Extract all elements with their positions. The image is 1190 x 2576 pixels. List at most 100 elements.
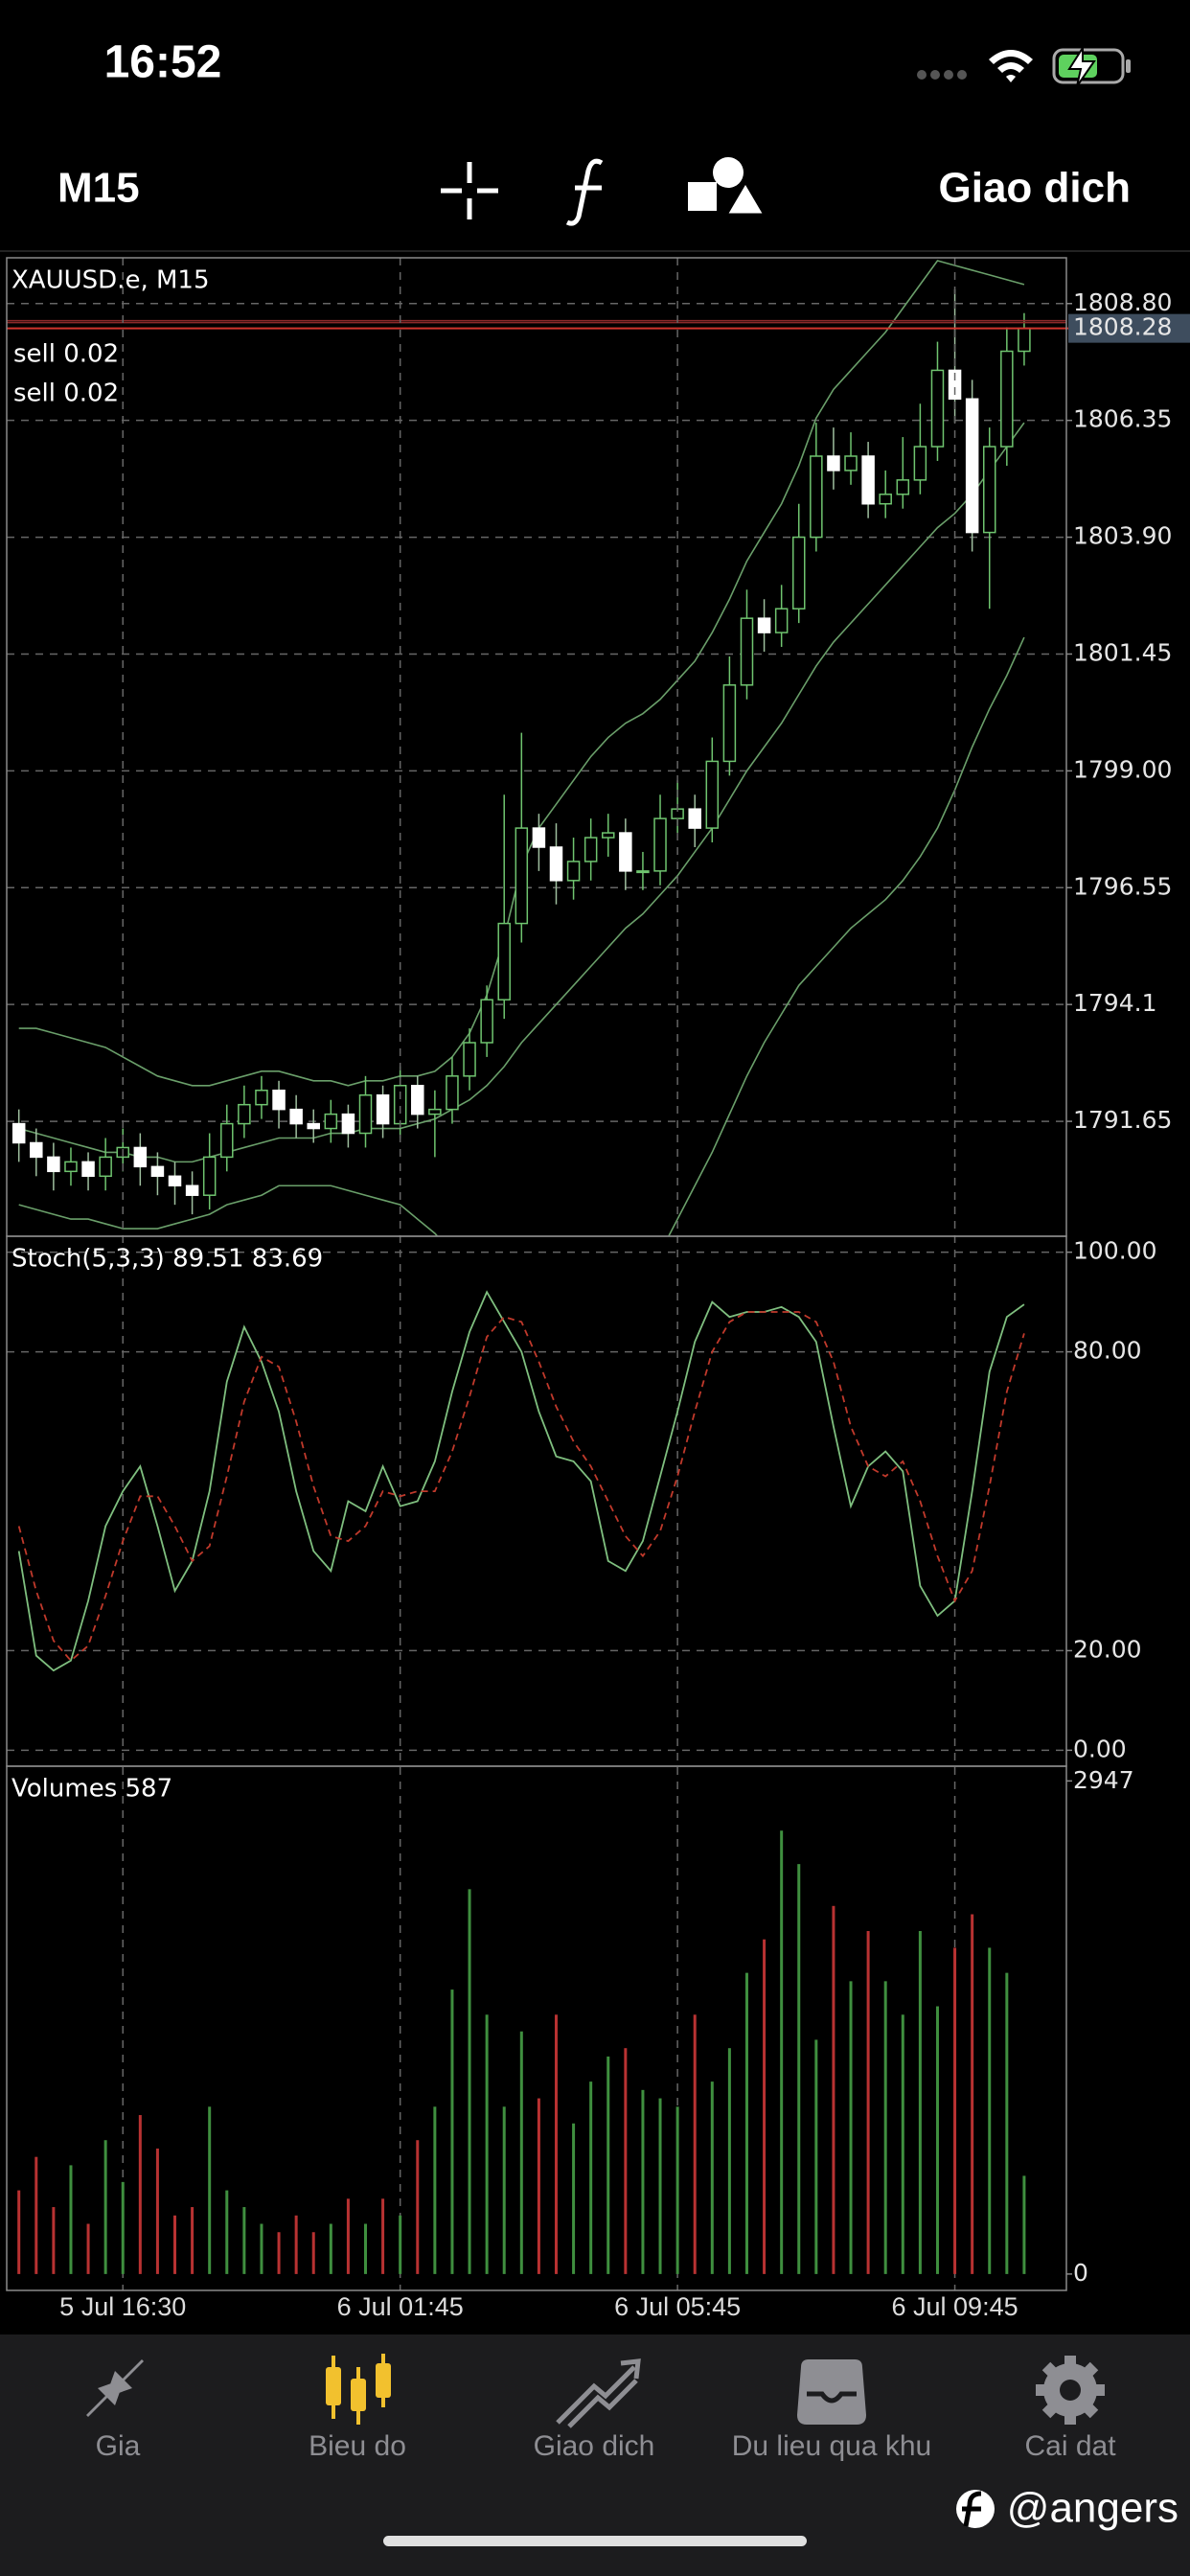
volume-bar <box>173 2215 177 2274</box>
candle-body <box>619 832 632 872</box>
volume-bar <box>814 2039 818 2274</box>
y-tick-label: 0 <box>1073 2259 1088 2287</box>
stoch-line <box>17 1311 1025 1663</box>
candle-body <box>11 1122 26 1144</box>
volume-bar <box>34 2156 38 2274</box>
watermark: @angers <box>1007 2485 1179 2532</box>
stoch-line <box>17 1290 1025 1672</box>
volume-bar <box>606 2056 610 2274</box>
volume-bar <box>780 1830 784 2274</box>
volume-bar <box>675 2106 679 2274</box>
volume-bar <box>502 2106 506 2274</box>
home-indicator <box>383 2536 807 2546</box>
candle-body <box>705 760 720 829</box>
tab-icon <box>1036 2356 1105 2425</box>
candle-body <box>220 1122 234 1159</box>
volume-bar <box>849 1981 853 2274</box>
volume-bar <box>450 1990 454 2274</box>
tab-label[interactable]: Giao dich <box>534 2430 655 2462</box>
volume-bar <box>727 2048 731 2274</box>
tab-label[interactable]: Du lieu qua khu <box>732 2430 931 2462</box>
candle-body <box>341 1113 355 1135</box>
volume-bar <box>52 2207 56 2274</box>
volume-bar <box>191 2207 195 2274</box>
candle-body <box>930 369 945 448</box>
volume-bar <box>277 2232 281 2274</box>
candle-body <box>896 479 910 495</box>
battery-icon <box>1052 44 1131 87</box>
candle-body <box>827 455 840 472</box>
candle-body <box>238 1103 251 1125</box>
candle-body <box>307 1122 320 1130</box>
volume-bar <box>69 2165 73 2274</box>
volume-bar <box>399 2215 402 2274</box>
timeframe-button[interactable]: M15 <box>57 165 140 212</box>
volume-bar <box>744 1972 748 2274</box>
signal-dots <box>917 70 967 80</box>
volume-bar <box>971 1914 974 2274</box>
candle-body <box>965 398 979 534</box>
candle-body <box>653 817 667 872</box>
volume-bar <box>519 2031 523 2274</box>
volume-bar <box>710 2082 714 2274</box>
crosshair-button[interactable] <box>441 162 498 219</box>
x-tick-label: 6 Jul 09:45 <box>892 2292 1018 2321</box>
volume-bar <box>537 2098 540 2274</box>
indicator-button[interactable] <box>565 158 604 226</box>
plot-area <box>7 260 1066 1236</box>
tab-label[interactable]: Bieu do <box>309 2430 406 2462</box>
candle-body <box>64 1161 78 1173</box>
y-tick-label: 1808.80 <box>1073 288 1172 316</box>
volume-bar <box>883 1981 887 2274</box>
candle-body <box>272 1089 286 1111</box>
candle-body <box>913 446 927 481</box>
tab-label[interactable]: Cai dat <box>1024 2430 1116 2462</box>
candle-body <box>324 1113 338 1130</box>
volume-bar <box>103 2140 107 2274</box>
candle-body <box>982 446 996 534</box>
y-tick-label: 1803.90 <box>1073 522 1172 550</box>
candle-body <box>810 455 823 539</box>
tab-label[interactable]: Gia <box>96 2430 141 2462</box>
candle-body <box>566 861 581 882</box>
candle-body <box>133 1146 148 1168</box>
candle-body <box>376 1093 390 1125</box>
volume-bar <box>433 2106 437 2274</box>
candle-body <box>532 827 546 848</box>
objects-button[interactable] <box>688 157 767 217</box>
trade-button[interactable]: Giao dich <box>939 165 1131 212</box>
candle-body <box>480 999 493 1044</box>
candle-body <box>948 369 962 401</box>
x-tick-label: 5 Jul 16:30 <box>59 2292 186 2321</box>
order-label: sell 0.02 <box>13 380 119 408</box>
volume-bar <box>797 1864 801 2274</box>
candle-body <box>411 1085 424 1116</box>
candle-body <box>844 455 858 472</box>
y-tick-label: 1796.55 <box>1073 872 1172 900</box>
y-tick-label: 80.00 <box>1073 1337 1142 1365</box>
volume-bar <box>988 1947 992 2274</box>
volume-bar <box>346 2198 350 2274</box>
x-tick-label: 6 Jul 01:45 <box>337 2292 464 2321</box>
y-tick-label: 1791.65 <box>1073 1106 1172 1134</box>
status-time: 16:52 <box>104 37 222 88</box>
volume-bar <box>1005 1972 1009 2274</box>
volume-bar <box>589 2082 593 2274</box>
tab-icon <box>797 2359 866 2425</box>
candle-body <box>289 1108 303 1125</box>
panel-title: Stoch(5,3,3) 89.51 83.69 <box>11 1245 323 1274</box>
volume-bar <box>624 2048 628 2274</box>
y-tick-label: 2947 <box>1073 1766 1134 1794</box>
candle-body <box>1000 350 1014 448</box>
plot-area <box>7 1251 1066 1752</box>
volume-bar <box>329 2223 332 2274</box>
volume-bar <box>17 2190 21 2274</box>
volume-bar <box>918 1930 922 2274</box>
candle-body <box>497 922 511 1000</box>
x-tick-label: 6 Jul 05:45 <box>614 2292 741 2321</box>
candle-body <box>1018 327 1031 353</box>
candle-body <box>584 837 598 862</box>
candle-body <box>549 846 563 882</box>
